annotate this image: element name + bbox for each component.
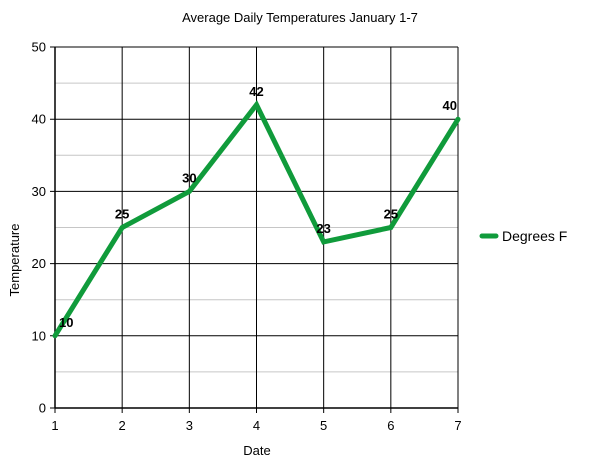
x-tick-label: 4	[253, 418, 260, 433]
chart-title: Average Daily Temperatures January 1-7	[182, 10, 418, 25]
y-tick-label: 30	[32, 184, 46, 199]
x-tick-label: 2	[119, 418, 126, 433]
data-label: 25	[384, 207, 398, 222]
x-axis-title: Date	[243, 443, 270, 458]
y-tick-label: 40	[32, 112, 46, 127]
data-label: 23	[316, 221, 330, 236]
major-gridlines	[50, 46, 459, 413]
data-label: 25	[115, 207, 129, 222]
series-degrees-f	[52, 100, 461, 339]
data-label: 42	[249, 84, 263, 99]
x-tick-label: 6	[387, 418, 394, 433]
x-tick-label: 1	[51, 418, 58, 433]
x-tick-label: 3	[186, 418, 193, 433]
data-labels: 10 25 30 42 23 25 40	[59, 84, 457, 330]
y-axis-title: Temperature	[7, 224, 22, 297]
legend-label: Degrees F	[502, 228, 567, 244]
x-tick-label: 5	[320, 418, 327, 433]
y-tick-labels: 0 10 20 30 40 50	[32, 40, 46, 416]
legend: Degrees F	[479, 228, 567, 244]
data-label: 30	[182, 170, 196, 185]
data-label: 40	[443, 98, 457, 113]
y-tick-label: 10	[32, 328, 46, 343]
data-label: 10	[59, 315, 73, 330]
x-tick-labels: 1 2 3 4 5 6 7	[51, 418, 461, 433]
y-tick-label: 50	[32, 40, 46, 55]
axes	[54, 47, 458, 409]
y-tick-label: 20	[32, 256, 46, 271]
series-line	[52, 100, 461, 339]
x-tick-label: 7	[454, 418, 461, 433]
y-tick-label: 0	[39, 401, 46, 416]
